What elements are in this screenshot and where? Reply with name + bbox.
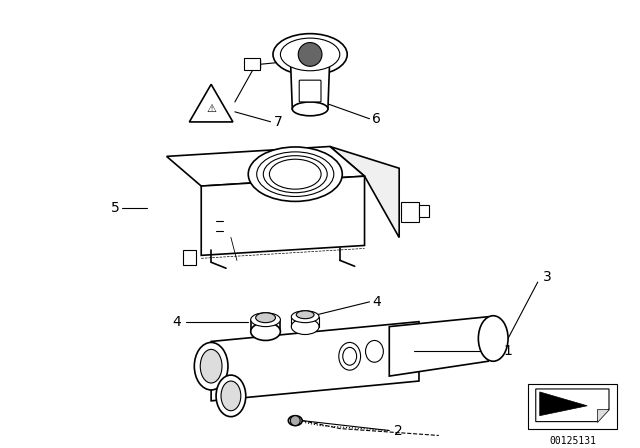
Polygon shape	[244, 58, 260, 70]
Text: ⚠: ⚠	[206, 104, 216, 114]
Circle shape	[291, 416, 300, 426]
Ellipse shape	[200, 349, 222, 383]
Ellipse shape	[263, 156, 327, 193]
Ellipse shape	[296, 311, 314, 319]
Ellipse shape	[269, 159, 321, 189]
Polygon shape	[330, 146, 399, 237]
Ellipse shape	[339, 342, 360, 370]
Text: 3: 3	[543, 270, 552, 284]
Polygon shape	[211, 322, 419, 401]
Polygon shape	[201, 176, 365, 255]
Ellipse shape	[216, 375, 246, 417]
Text: 4: 4	[372, 295, 381, 309]
Ellipse shape	[251, 313, 280, 327]
Polygon shape	[189, 84, 233, 122]
Polygon shape	[401, 202, 419, 222]
Text: 6: 6	[372, 112, 381, 126]
Ellipse shape	[221, 381, 241, 411]
Ellipse shape	[289, 416, 302, 426]
Polygon shape	[540, 392, 588, 416]
Ellipse shape	[365, 340, 383, 362]
Ellipse shape	[343, 347, 356, 365]
Ellipse shape	[248, 147, 342, 202]
Text: 1: 1	[503, 345, 512, 358]
Polygon shape	[389, 317, 488, 376]
Text: 4: 4	[173, 314, 182, 329]
Text: 7: 7	[273, 115, 282, 129]
Polygon shape	[419, 205, 429, 217]
Ellipse shape	[280, 38, 340, 71]
Polygon shape	[166, 146, 365, 186]
Circle shape	[298, 43, 322, 66]
Ellipse shape	[291, 319, 319, 335]
Text: 00125131: 00125131	[549, 436, 596, 447]
FancyBboxPatch shape	[300, 80, 321, 102]
Bar	[528, 384, 617, 429]
Ellipse shape	[255, 313, 275, 323]
Text: 5: 5	[111, 201, 120, 215]
Polygon shape	[253, 60, 260, 68]
Text: 2: 2	[394, 423, 403, 438]
Ellipse shape	[478, 316, 508, 361]
Polygon shape	[184, 250, 196, 265]
Polygon shape	[536, 389, 609, 422]
Ellipse shape	[291, 311, 319, 323]
Ellipse shape	[257, 152, 334, 197]
Ellipse shape	[251, 323, 280, 340]
Polygon shape	[291, 55, 330, 109]
Ellipse shape	[292, 102, 328, 116]
Polygon shape	[597, 409, 609, 422]
Ellipse shape	[273, 34, 348, 75]
Ellipse shape	[195, 342, 228, 390]
